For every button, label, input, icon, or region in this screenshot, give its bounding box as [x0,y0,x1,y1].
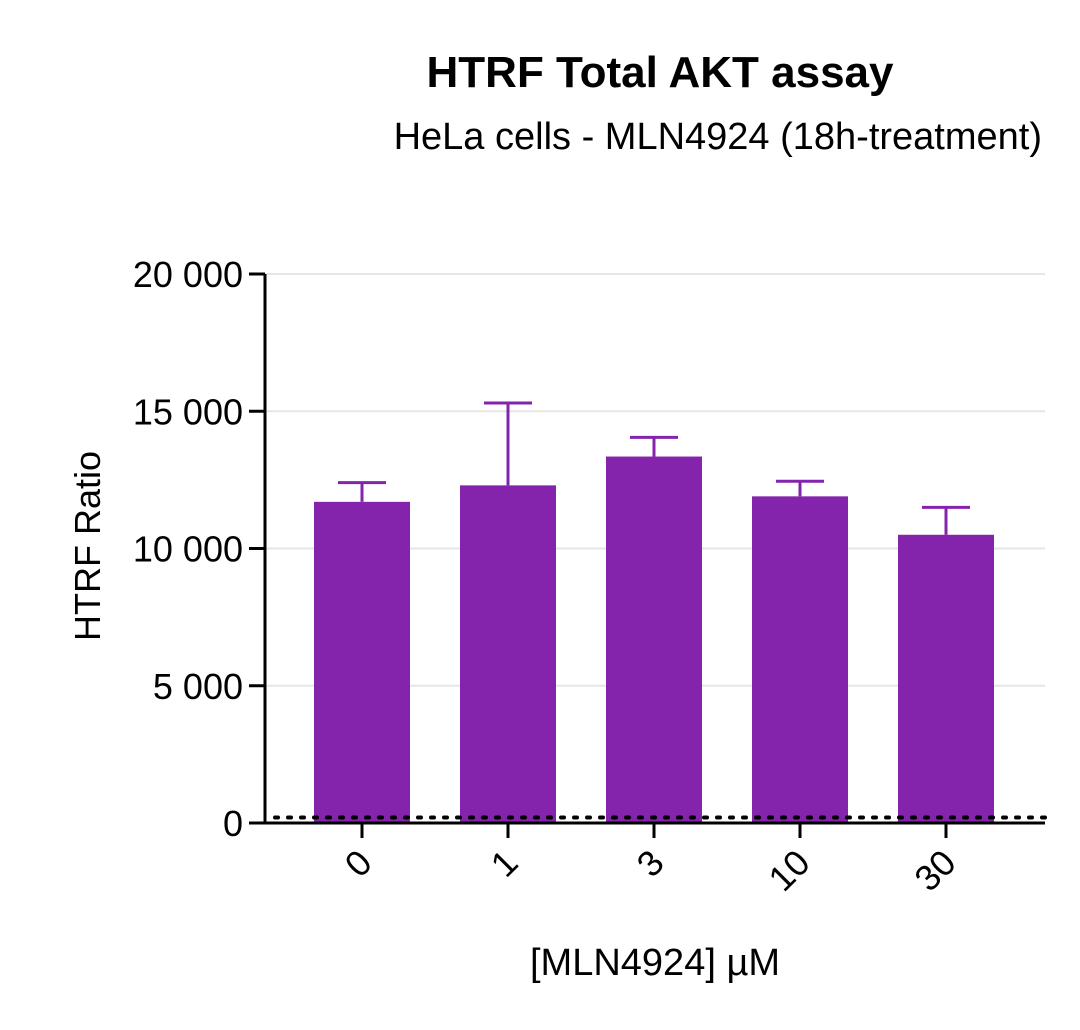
y-tick-label: 20 000 [133,254,243,295]
x-tick-label: 10 [760,842,817,899]
bar [898,534,994,823]
bar [606,456,702,823]
bar [460,485,556,823]
x-tick-label: 30 [906,842,963,899]
bar [752,496,848,823]
y-tick-label: 5 000 [153,666,243,707]
y-tick-label: 10 000 [133,529,243,570]
x-tick-label: 0 [337,842,380,885]
bar [314,501,410,823]
x-axis-label: [MLN4924] µM [530,942,780,984]
chart-title: HTRF Total AKT assay [426,48,894,97]
chart-subtitle: HeLa cells - MLN4924 (18h-treatment) [393,116,1042,158]
y-tick-label: 15 000 [133,391,243,432]
x-tick-label: 3 [629,842,672,885]
y-tick-label: 0 [223,803,243,844]
x-tick-label: 1 [483,842,526,885]
